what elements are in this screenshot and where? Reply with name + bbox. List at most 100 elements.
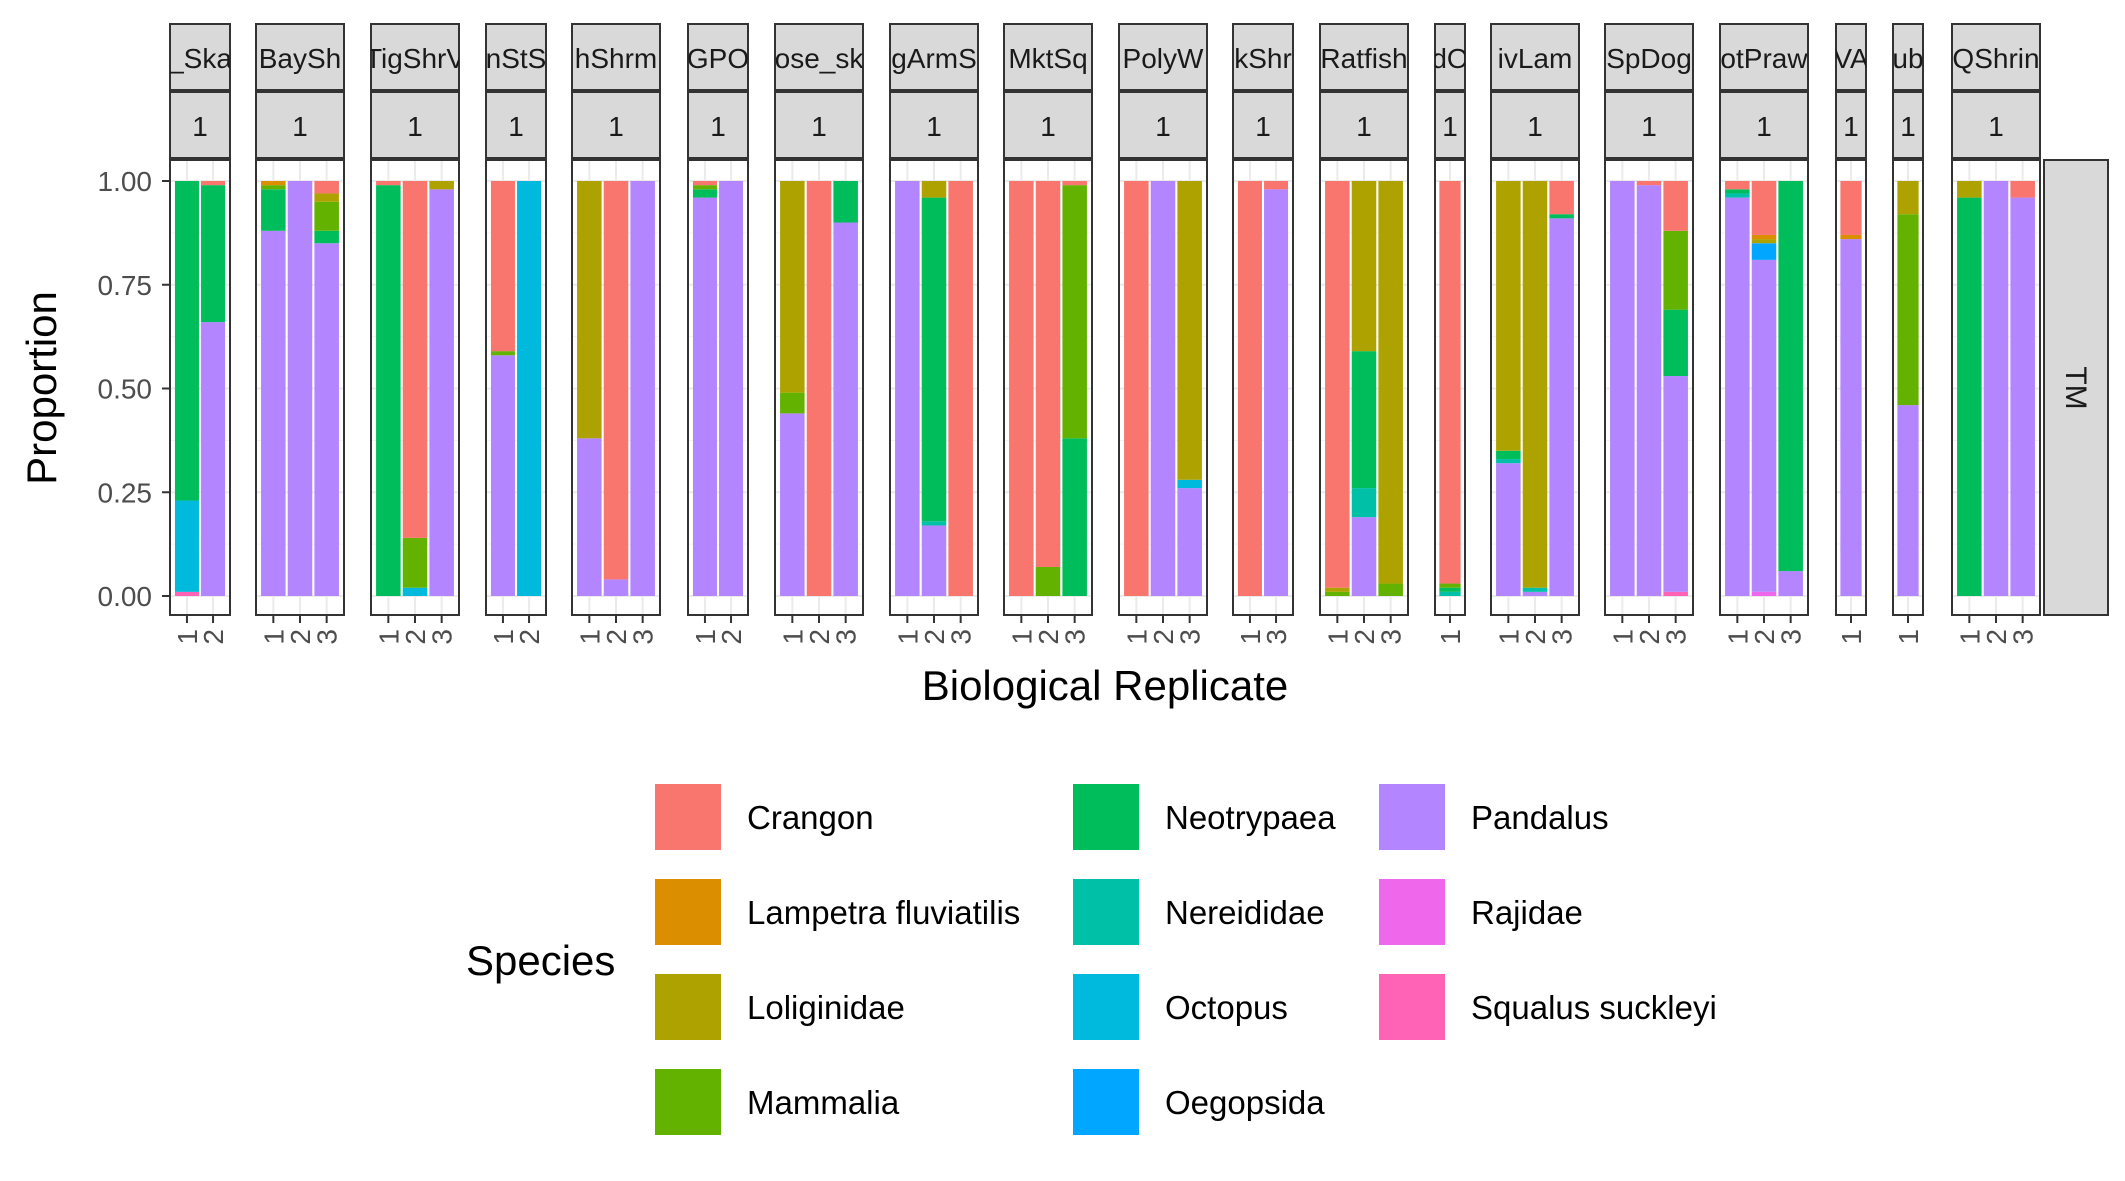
bar-segment xyxy=(402,587,428,596)
x-tick-label: 2 xyxy=(400,629,431,645)
x-tick-label: 3 xyxy=(1776,629,1807,645)
x-tick-label: 3 xyxy=(628,629,659,645)
y-axis-title: Proportion xyxy=(18,291,65,485)
facet-strip xyxy=(1719,23,1809,91)
bar-segment xyxy=(2010,197,2035,596)
facet-substrip xyxy=(1232,91,1294,159)
bar-segment xyxy=(1351,351,1377,489)
bar-stack xyxy=(1325,181,1350,596)
x-tick-label: 3 xyxy=(312,629,343,645)
legend-swatch xyxy=(655,784,721,850)
x-tick-label: 1 xyxy=(892,629,923,645)
bar-segment xyxy=(1725,193,1750,198)
bar-segment xyxy=(429,189,454,597)
bar-segment xyxy=(1439,583,1461,588)
facet-row-label: TM xyxy=(2059,366,2092,409)
facet-sublabel: 1 xyxy=(508,111,524,142)
facet-label: Ratfish xyxy=(1320,43,1407,74)
bar-segment xyxy=(1062,438,1087,596)
legend-label: Mammalia xyxy=(747,1084,900,1121)
bar-segment xyxy=(1124,181,1149,596)
bar-segment xyxy=(1725,181,1750,190)
bar-segment xyxy=(261,181,286,186)
bar-stack xyxy=(314,181,339,596)
bar-stack xyxy=(1009,181,1034,596)
bar-segment xyxy=(2010,181,2035,198)
bar-segment xyxy=(780,413,805,596)
facet-sublabel: 1 xyxy=(1527,111,1543,142)
bar-segment xyxy=(1549,181,1574,215)
x-tick-label: 3 xyxy=(427,629,458,645)
x-tick-label: 2 xyxy=(804,629,835,645)
bar-segment xyxy=(314,230,339,244)
bar-segment xyxy=(1610,181,1635,596)
facet-substrip xyxy=(1490,91,1580,159)
panel-border xyxy=(1118,159,1208,616)
legend-label: Loliginidae xyxy=(747,989,905,1026)
legend-swatch xyxy=(1073,1069,1139,1135)
bar-stack xyxy=(1725,181,1750,596)
facet-strip xyxy=(774,23,864,91)
bar-segment xyxy=(1264,181,1289,190)
facet-strip xyxy=(571,23,661,91)
bar-segment xyxy=(921,197,947,522)
y-tick-label: 0.00 xyxy=(98,581,153,612)
bar-segment xyxy=(314,181,339,194)
bar-segment xyxy=(1957,181,1982,198)
facet-substrip xyxy=(485,91,547,159)
facet-strip xyxy=(1434,23,1466,91)
bar-segment xyxy=(1549,214,1574,219)
facet-substrip xyxy=(1118,91,1208,159)
bar-stack xyxy=(1035,181,1061,596)
bar-stack xyxy=(1983,181,2009,596)
legend-label: Oegopsida xyxy=(1165,1084,1325,1121)
bar-segment xyxy=(1325,181,1350,588)
legend-entry: Loliginidae xyxy=(655,974,905,1040)
facet-substrip xyxy=(1951,91,2041,159)
bar-segment xyxy=(921,181,947,198)
facet-sublabel: 1 xyxy=(1900,111,1916,142)
x-tick-label: 2 xyxy=(285,629,316,645)
x-tick-label: 1 xyxy=(1954,629,1985,645)
bar-stack xyxy=(1378,181,1403,596)
bar-segment xyxy=(1663,376,1688,592)
x-tick-label: 1 xyxy=(1435,629,1466,645)
bar-segment xyxy=(1439,181,1461,584)
bar-segment xyxy=(1439,591,1461,596)
bar-stack xyxy=(1439,181,1461,596)
bar-segment xyxy=(692,181,717,186)
bar-segment xyxy=(1957,197,1982,596)
x-axis-title: Biological Replicate xyxy=(922,662,1289,709)
bar-segment xyxy=(1150,181,1176,596)
x-tick-label: 2 xyxy=(1349,629,1380,645)
facet-strip xyxy=(1319,23,1409,91)
bar-segment xyxy=(1325,587,1350,592)
panel-border xyxy=(370,159,460,616)
facet-label: MktSq xyxy=(1008,43,1087,74)
facet-sublabel: 1 xyxy=(1843,111,1859,142)
facet-sublabel: 1 xyxy=(1756,111,1772,142)
bar-segment xyxy=(376,185,401,596)
facet-strip xyxy=(255,23,345,91)
bar-segment xyxy=(1522,587,1548,592)
legend-label: Lampetra fluviatilis xyxy=(747,894,1020,931)
x-tick-label: 1 xyxy=(1235,629,1266,645)
bar-stack xyxy=(806,181,832,596)
bar-stack xyxy=(490,181,515,596)
bar-segment xyxy=(1351,181,1377,352)
facet-label: nStS xyxy=(486,43,547,74)
panel-border xyxy=(255,159,345,616)
facet-label: GPO xyxy=(687,43,749,74)
bar-segment xyxy=(287,181,313,596)
bar-segment xyxy=(1496,450,1521,460)
bar-stack xyxy=(1663,181,1688,596)
facet-label: PolyW xyxy=(1123,43,1204,74)
bar-stack xyxy=(1840,181,1862,596)
bar-stack xyxy=(376,181,401,596)
panel-border xyxy=(485,159,547,616)
facet-panel: dO 1 1 xyxy=(1434,23,1466,645)
x-tick-label: 3 xyxy=(1060,629,1091,645)
